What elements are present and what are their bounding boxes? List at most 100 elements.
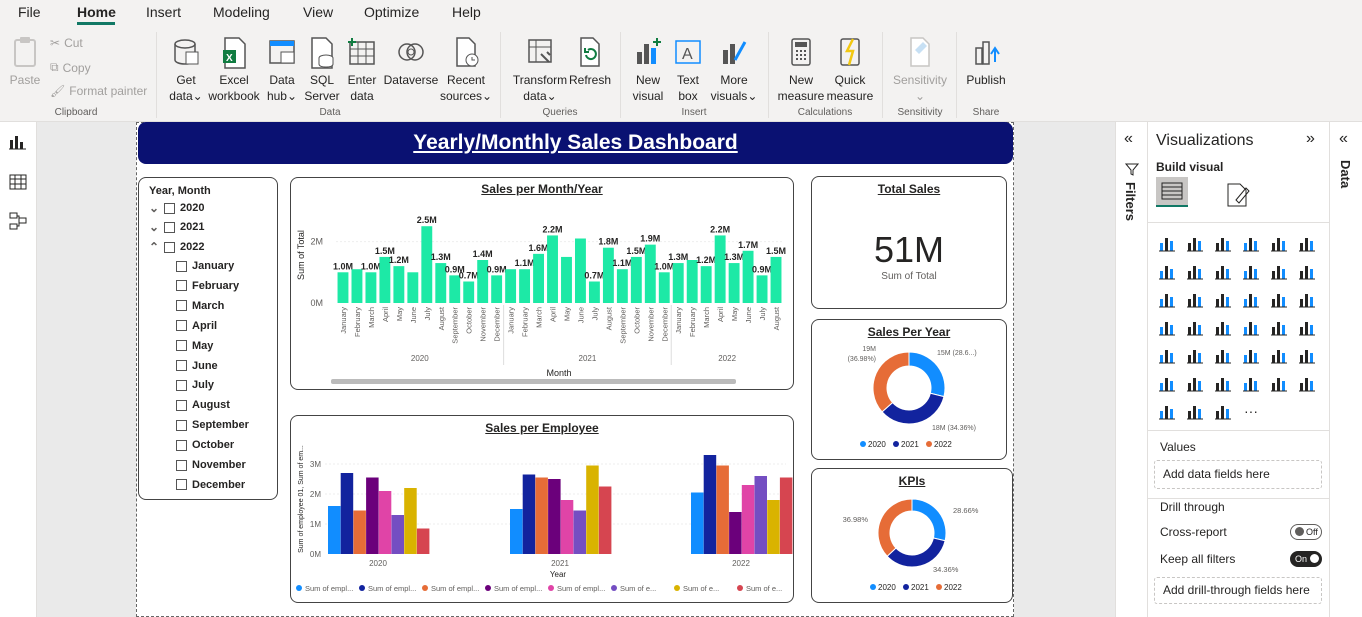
checkbox[interactable] [176, 379, 187, 391]
pie-icon[interactable] [1240, 288, 1262, 310]
year-month-slicer[interactable]: Year, Month [138, 177, 278, 500]
slicer-year-2020[interactable]: ⌄ 2020 [149, 201, 204, 215]
donut-icon[interactable] [1268, 288, 1290, 310]
slicer-month-january[interactable]: January [176, 260, 234, 272]
enter-data-button[interactable]: Enter data [344, 36, 380, 104]
new-measure-button[interactable]: New measure [777, 36, 825, 104]
keep-all-filters-toggle[interactable]: On [1290, 551, 1322, 567]
paginated-icon[interactable] [1296, 372, 1318, 394]
100-bar-icon[interactable] [1268, 232, 1290, 254]
slicer-month-november[interactable]: November [176, 459, 246, 471]
kpis-chart[interactable]: KPIs [811, 468, 1013, 603]
card-icon[interactable] [1268, 316, 1290, 338]
copy-button[interactable]: ⧉ Copy [50, 60, 91, 75]
drill-through-drop-zone[interactable]: Add drill-through fields here [1154, 577, 1322, 604]
ribbon-icon[interactable] [1268, 260, 1290, 282]
sales-per-year-chart[interactable]: Sales Per Year [811, 319, 1007, 460]
slicer-month-october[interactable]: October [176, 439, 234, 451]
visual-icon[interactable] [1184, 400, 1206, 422]
text-box-button[interactable]: A Text box [670, 36, 706, 104]
line-column-icon[interactable] [1240, 260, 1262, 282]
sql-server-button[interactable]: SQL Server [304, 36, 340, 104]
expand-icon[interactable]: » [1306, 130, 1315, 147]
visual-icon[interactable] [1156, 400, 1178, 422]
slicer-month-february[interactable]: February [176, 280, 239, 292]
data-hub-button[interactable]: Data hub⌄ [264, 36, 300, 104]
treemap-icon[interactable] [1296, 288, 1318, 310]
table-view-icon[interactable] [9, 174, 27, 190]
new-visual-button[interactable]: New visual [630, 36, 666, 104]
checkbox[interactable] [164, 221, 175, 233]
clustered-column-icon[interactable] [1184, 232, 1206, 254]
qna-icon[interactable] [1212, 372, 1234, 394]
100-column-icon[interactable] [1296, 232, 1318, 254]
filled-map-icon[interactable] [1184, 316, 1206, 338]
checkbox[interactable] [176, 300, 187, 312]
more-visuals-icon[interactable]: ··· [1244, 403, 1258, 419]
checkbox[interactable] [176, 320, 187, 332]
line-icon[interactable] [1156, 260, 1178, 282]
visual-icon[interactable] [1212, 400, 1234, 422]
checkbox[interactable] [164, 241, 175, 253]
kpi-icon[interactable] [1156, 344, 1178, 366]
clustered-bar-icon[interactable] [1212, 232, 1234, 254]
sensitivity-button[interactable]: Sensitivity ⌄ [890, 36, 950, 104]
format-painter-button[interactable]: 🖌 Format painter [50, 84, 148, 98]
more-visuals-button[interactable]: More visuals⌄ [709, 36, 759, 104]
filters-pane[interactable]: « Filters [1115, 122, 1147, 617]
transform-data-button[interactable]: Transform data⌄ [511, 36, 569, 104]
menu-optimize[interactable]: Optimize [364, 4, 420, 20]
build-visual-tab[interactable] [1156, 177, 1188, 207]
menu-modeling[interactable]: Modeling [213, 4, 270, 20]
menu-file[interactable]: File [18, 4, 41, 20]
checkbox[interactable] [176, 479, 187, 491]
menu-home[interactable]: Home [77, 4, 116, 20]
data-pane[interactable]: « Data [1329, 122, 1362, 617]
slicer-year-2022[interactable]: ⌃ 2022 [149, 240, 204, 254]
menu-help[interactable]: Help [452, 4, 481, 20]
menu-view[interactable]: View [303, 4, 334, 20]
slicer-month-may[interactable]: May [176, 340, 213, 352]
checkbox[interactable] [176, 419, 187, 431]
python-visual-icon[interactable] [1296, 344, 1318, 366]
cut-button[interactable]: ✂ Cut [50, 36, 83, 50]
chevron-down-icon[interactable]: ⌄ [149, 201, 160, 215]
get-data-button[interactable]: Get data⌄ [168, 36, 204, 104]
multi-row-card-icon[interactable] [1296, 316, 1318, 338]
chevron-down-icon[interactable]: ⌄ [149, 220, 160, 234]
chevron-up-icon[interactable]: ⌃ [149, 240, 160, 254]
decomposition-tree-icon[interactable] [1184, 372, 1206, 394]
refresh-button[interactable]: Refresh [569, 36, 611, 88]
checkbox[interactable] [164, 202, 175, 214]
key-influencers-icon[interactable] [1156, 372, 1178, 394]
goals-icon[interactable] [1268, 372, 1290, 394]
quick-measure-button[interactable]: Quick measure [826, 36, 874, 104]
checkbox[interactable] [176, 260, 187, 272]
paste-button[interactable]: Paste [8, 36, 42, 88]
slicer-month-june[interactable]: June [176, 360, 218, 372]
slicer-month-december[interactable]: December [176, 479, 245, 491]
area-icon[interactable] [1184, 260, 1206, 282]
report-view-icon[interactable] [9, 134, 27, 150]
checkbox[interactable] [176, 360, 187, 371]
matrix-icon[interactable] [1240, 344, 1262, 366]
stacked-bar-icon[interactable] [1156, 232, 1178, 254]
funnel-icon[interactable] [1184, 288, 1206, 310]
table-icon[interactable] [1212, 344, 1234, 366]
waterfall-icon[interactable] [1296, 260, 1318, 282]
checkbox[interactable] [176, 459, 187, 471]
total-sales-card[interactable]: Total Sales 51M Sum of Total [811, 176, 1007, 309]
gauge-icon[interactable] [1240, 316, 1262, 338]
azure-map-icon[interactable] [1212, 316, 1234, 338]
recent-sources-button[interactable]: Recent sources⌄ [440, 36, 492, 104]
publish-button[interactable]: Publish [964, 36, 1008, 88]
slicer-month-july[interactable]: July [176, 379, 214, 391]
format-visual-icon[interactable] [1224, 180, 1252, 208]
column-line-icon[interactable] [1156, 288, 1178, 310]
slicer-icon[interactable] [1184, 344, 1206, 366]
checkbox[interactable] [176, 399, 187, 411]
narrative-icon[interactable] [1240, 372, 1262, 394]
excel-workbook-button[interactable]: X Excel workbook [207, 36, 261, 104]
map-icon[interactable] [1156, 316, 1178, 338]
scatter-icon[interactable] [1212, 288, 1234, 310]
